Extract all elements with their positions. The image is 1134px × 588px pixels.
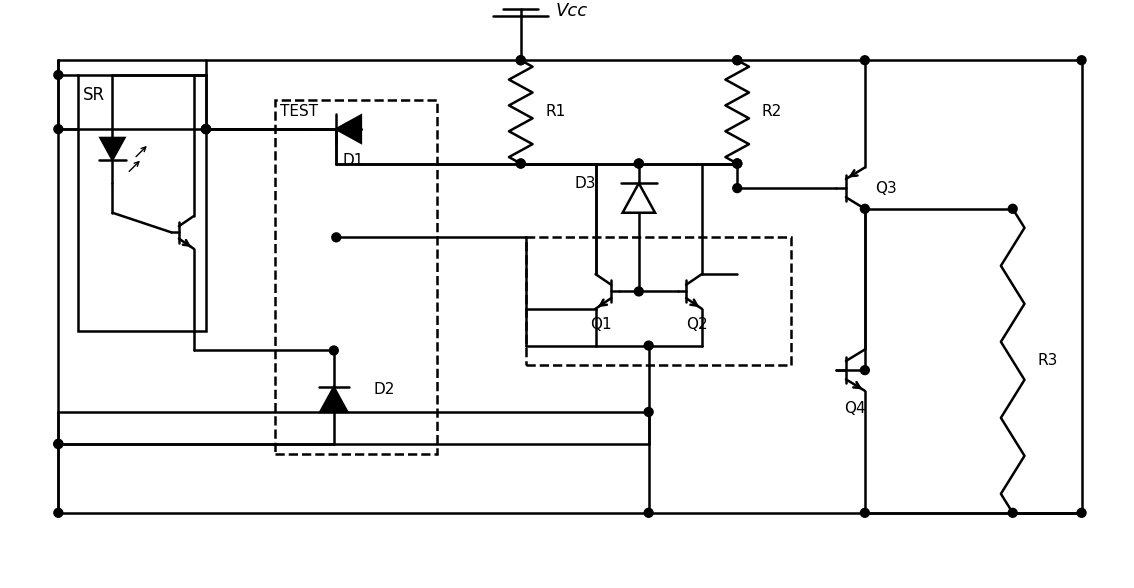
- Circle shape: [332, 233, 340, 242]
- Circle shape: [329, 346, 338, 355]
- Circle shape: [634, 159, 643, 168]
- Text: Q4: Q4: [844, 400, 866, 416]
- Circle shape: [861, 56, 870, 65]
- Circle shape: [733, 56, 742, 65]
- Text: R2: R2: [762, 105, 782, 119]
- Circle shape: [202, 125, 210, 133]
- Circle shape: [733, 56, 742, 65]
- Circle shape: [54, 125, 62, 133]
- Text: R3: R3: [1038, 353, 1058, 368]
- Text: Q1: Q1: [590, 316, 611, 332]
- Circle shape: [54, 509, 62, 517]
- Circle shape: [644, 509, 653, 517]
- Text: D3: D3: [575, 176, 596, 191]
- Circle shape: [202, 125, 210, 133]
- Text: Q3: Q3: [874, 181, 897, 196]
- Circle shape: [54, 71, 62, 79]
- Circle shape: [1008, 509, 1017, 517]
- Text: Vcc: Vcc: [556, 2, 587, 20]
- Text: D2: D2: [373, 382, 395, 397]
- Circle shape: [634, 159, 643, 168]
- Polygon shape: [320, 387, 347, 412]
- Circle shape: [733, 159, 742, 168]
- Polygon shape: [337, 116, 361, 143]
- Circle shape: [861, 205, 870, 213]
- Circle shape: [861, 366, 870, 375]
- Text: TEST: TEST: [280, 104, 318, 119]
- Text: D1: D1: [342, 153, 364, 168]
- Text: Q2: Q2: [686, 316, 708, 332]
- Circle shape: [634, 287, 643, 296]
- Circle shape: [733, 183, 742, 192]
- Circle shape: [516, 159, 525, 168]
- Circle shape: [1008, 205, 1017, 213]
- Circle shape: [644, 341, 653, 350]
- Circle shape: [202, 125, 210, 133]
- Circle shape: [733, 159, 742, 168]
- Circle shape: [1077, 56, 1086, 65]
- Circle shape: [733, 159, 742, 168]
- Text: SR: SR: [83, 86, 105, 103]
- Text: R1: R1: [545, 105, 566, 119]
- Circle shape: [516, 56, 525, 65]
- Circle shape: [54, 439, 62, 449]
- Circle shape: [861, 509, 870, 517]
- Circle shape: [516, 56, 525, 65]
- Polygon shape: [101, 138, 125, 159]
- Circle shape: [54, 439, 62, 449]
- Circle shape: [644, 407, 653, 416]
- Circle shape: [516, 159, 525, 168]
- Polygon shape: [623, 183, 655, 213]
- Circle shape: [1077, 509, 1086, 517]
